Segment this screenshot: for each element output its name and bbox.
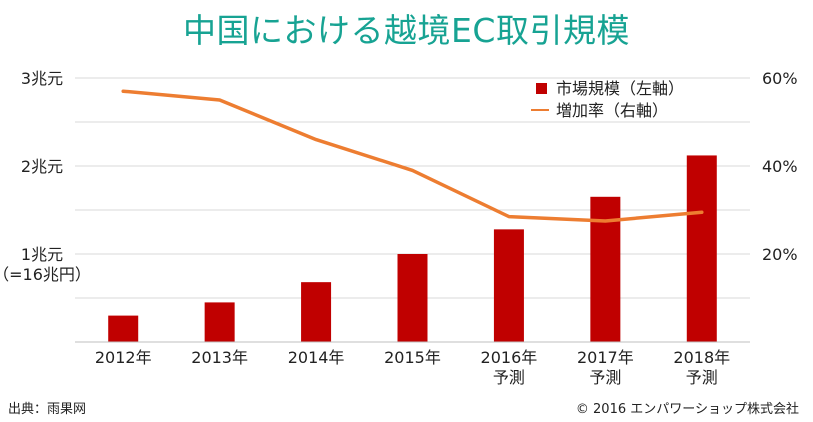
x-tick-label: 2015年 xyxy=(384,348,441,367)
legend-label: 増加率（右軸） xyxy=(556,101,668,120)
y-left-tick-label: 2兆元 xyxy=(21,157,63,176)
axes: 2012年 2013年 2014年 2015年 2016年予測2017年予測2018年予… xyxy=(0,69,798,387)
chart-title: 中国における越境EC取引規模 xyxy=(183,11,630,50)
x-tick-label: 2014年 xyxy=(288,348,345,367)
bar xyxy=(493,229,524,342)
bar xyxy=(204,302,235,342)
legend: 市場規模（左軸） 増加率（右軸） xyxy=(531,79,684,120)
legend-swatch-bar xyxy=(536,83,547,94)
line-series xyxy=(121,89,704,223)
x-tick-label: 予測 xyxy=(686,368,718,387)
y-right-tick-label: 20% xyxy=(762,245,798,264)
x-tick-label: 2012年 xyxy=(95,348,152,367)
y-left-tick-label: （=16兆円） xyxy=(0,265,91,284)
x-tick-label: 2018年 xyxy=(673,348,730,367)
copyright-note: © 2016 エンパワーショップ株式会社 xyxy=(575,402,799,417)
y-left-tick-label: 3兆元 xyxy=(21,69,63,88)
bar xyxy=(686,155,717,342)
y-right-tick-label: 60% xyxy=(762,69,798,88)
legend-label: 市場規模（左軸） xyxy=(556,79,684,98)
x-tick-label: 予測 xyxy=(493,368,525,387)
x-tick-label: 2017年 xyxy=(577,348,634,367)
growth-rate-line xyxy=(121,89,704,223)
bar xyxy=(108,315,139,342)
bar-series xyxy=(108,155,717,342)
y-right-tick-label: 40% xyxy=(762,157,798,176)
x-tick-label: 2013年 xyxy=(191,348,248,367)
bar xyxy=(397,254,428,342)
x-tick-label: 予測 xyxy=(589,368,621,387)
bar xyxy=(301,282,332,342)
x-tick-label: 2016年 xyxy=(481,348,538,367)
y-left-tick-label: 1兆元 xyxy=(21,245,63,264)
source-note: 出典：雨果网 xyxy=(8,402,87,417)
